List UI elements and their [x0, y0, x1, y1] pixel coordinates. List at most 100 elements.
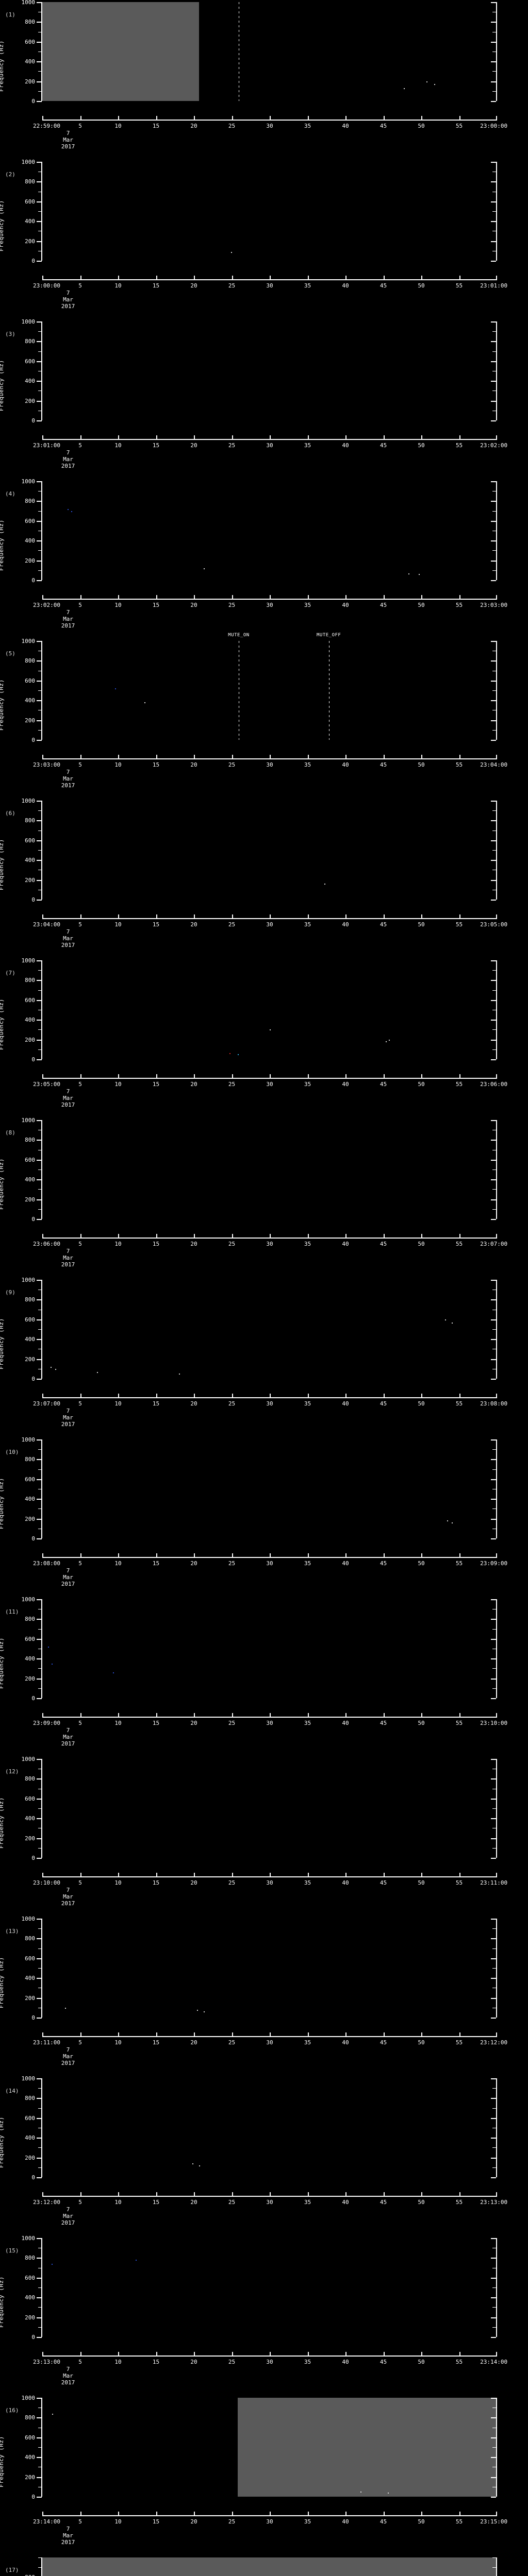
plot-area[interactable] — [42, 641, 497, 740]
date-month: Mar — [63, 1255, 73, 1261]
x-axis-start-label: 23:08:00 — [32, 1560, 60, 1567]
x-axis-end-label: 23:03:00 — [480, 602, 508, 608]
x-tick — [421, 1553, 422, 1557]
x-tick-label: 15 — [152, 2359, 160, 2365]
plot-area[interactable] — [42, 1120, 497, 1219]
detection-point — [238, 1054, 239, 1056]
x-tick — [383, 1553, 385, 1557]
x-axis-right-cap — [496, 1873, 497, 1877]
plot-area[interactable] — [42, 1759, 497, 1858]
y-tick-label: 0 — [31, 1376, 35, 1382]
y-tick-major — [37, 801, 42, 802]
y-tick-major — [37, 2138, 42, 2139]
x-tick-label: 45 — [380, 1720, 387, 1726]
y-tick-minor-right — [492, 2557, 496, 2558]
x-tick — [459, 1553, 460, 1557]
plot-area[interactable] — [42, 162, 497, 261]
y-tick-major-right — [491, 2417, 496, 2419]
plot-area[interactable] — [42, 960, 497, 1059]
y-tick-major — [37, 1538, 42, 1539]
x-tick — [459, 1873, 460, 1877]
x-axis-end-label: 23:02:00 — [480, 442, 508, 449]
x-tick-label: 15 — [152, 2518, 160, 2525]
plot-area[interactable] — [42, 2557, 497, 2576]
y-tick-major-right — [491, 321, 496, 323]
plot-area[interactable] — [42, 2078, 497, 2177]
x-tick — [194, 2512, 195, 2516]
plot-area[interactable] — [42, 1439, 497, 1538]
y-tick-major-right — [491, 860, 496, 861]
y-tick-label: 200 — [25, 2314, 35, 2321]
y-tick-label: 800 — [25, 178, 35, 185]
y-tick-major-right — [491, 1678, 496, 1680]
x-tick-label: 45 — [380, 761, 387, 768]
plot-area[interactable] — [42, 321, 497, 420]
y-tick-label: 200 — [25, 2154, 35, 2161]
detection-point — [196, 2009, 198, 2011]
y-tick-major — [37, 2078, 42, 2079]
y-tick-major-right — [491, 420, 496, 421]
y-tick-label: 1000 — [21, 957, 36, 964]
x-tick-label: 35 — [304, 1400, 311, 1407]
x-tick-label: 45 — [380, 1879, 387, 1886]
x-axis-date-label: 7 Mar 2017 — [54, 1567, 82, 1587]
x-tick-label: 20 — [190, 1560, 197, 1567]
plot-area[interactable] — [42, 2238, 497, 2337]
x-tick — [345, 2192, 346, 2196]
plot-area[interactable] — [42, 2, 497, 101]
date-month: Mar — [63, 1414, 73, 1421]
x-axis-end-label: 23:14:00 — [480, 2359, 508, 2365]
plot-canvas — [42, 801, 497, 900]
date-day: 7 — [66, 1088, 70, 1095]
x-tick-label: 5 — [78, 1241, 82, 1247]
panel-index-label: (7) — [5, 970, 15, 976]
x-tick — [194, 1394, 195, 1398]
y-tick-major-right — [491, 101, 496, 102]
x-axis-date-label: 7 Mar 2017 — [54, 609, 82, 629]
y-tick-minor — [38, 2557, 42, 2558]
x-tick — [194, 1234, 195, 1238]
y-tick-major — [37, 1698, 42, 1699]
y-tick-minor-right — [492, 211, 496, 212]
y-axis-caption: Frequency (Hz) — [0, 1957, 5, 2008]
y-axis-right-line — [496, 1280, 497, 1379]
x-tick-label: 40 — [342, 1241, 349, 1247]
x-tick-label: 5 — [78, 2359, 82, 2365]
y-tick-major — [37, 321, 42, 323]
x-tick — [270, 1713, 271, 1717]
x-tick-label: 5 — [78, 761, 82, 768]
y-tick-label: 400 — [25, 1655, 35, 1663]
plot-area[interactable] — [42, 481, 497, 580]
plot-area[interactable] — [42, 801, 497, 900]
x-tick — [232, 435, 233, 439]
y-axis-line — [41, 2, 42, 101]
x-tick — [118, 1394, 119, 1398]
x-tick-label: 35 — [304, 442, 311, 449]
y-axis-line — [41, 162, 42, 261]
x-axis-end-label: 23:13:00 — [480, 2199, 508, 2206]
plot-area[interactable] — [42, 1919, 497, 2018]
date-year: 2017 — [61, 782, 75, 789]
plot-area[interactable] — [42, 1280, 497, 1379]
y-tick-minor-right — [492, 1948, 496, 1949]
y-tick-minor — [38, 351, 42, 352]
x-tick-label: 35 — [304, 1720, 311, 1726]
x-tick-label: 45 — [380, 123, 387, 129]
x-axis-left-cap — [42, 276, 43, 280]
y-tick-major — [37, 820, 42, 822]
y-tick-label: 200 — [25, 717, 35, 724]
x-tick-label: 20 — [190, 1081, 197, 1088]
x-tick-label: 10 — [114, 1879, 122, 1886]
x-tick — [118, 1074, 119, 1078]
x-axis-start-label: 23:06:00 — [32, 1241, 60, 1247]
plot-area[interactable] — [42, 1599, 497, 1698]
x-tick-label: 5 — [78, 2518, 82, 2525]
x-tick — [459, 435, 460, 439]
x-tick-label: 40 — [342, 1879, 349, 1886]
x-tick — [383, 1713, 385, 1717]
x-tick — [383, 1234, 385, 1238]
y-tick-major — [37, 1778, 42, 1780]
plot-area[interactable] — [42, 2398, 497, 2497]
x-tick — [80, 914, 81, 919]
